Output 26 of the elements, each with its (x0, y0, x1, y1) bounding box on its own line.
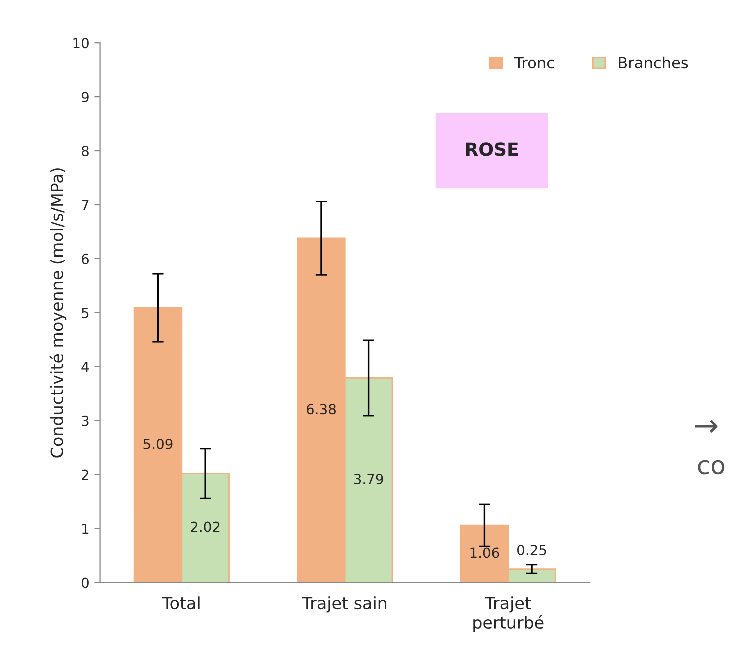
y-axis-title: Conductivité moyenne (mol/s/MPa) (50, 168, 67, 458)
data-label: 0.25 (517, 545, 546, 556)
legend-label: Branches (619, 56, 688, 69)
x-tick-label: Trajet sain (302, 596, 387, 613)
data-label: 2.02 (191, 522, 220, 532)
y-tick-label: 10 (74, 38, 89, 49)
legend-label: Tronc (514, 57, 554, 69)
y-tick-label: 6 (82, 254, 89, 264)
text: → (695, 420, 718, 434)
text: co (698, 460, 725, 475)
data-label: 3.79 (354, 474, 384, 485)
x-tick-label: Trajet perturbé (474, 596, 544, 632)
y-tick-label: 3 (82, 416, 89, 426)
y-tick-label: 2 (82, 470, 88, 480)
y-tick-label: 1 (82, 524, 89, 534)
data-label: 1.06 (470, 548, 500, 558)
data-label: 5.09 (144, 438, 173, 450)
y-tick-label: 7 (82, 200, 89, 210)
y-tick-label: 8 (82, 146, 89, 157)
annotation: ROSE (466, 142, 518, 156)
y-tick-label: 0 (82, 578, 89, 588)
y-tick-label: 5 (82, 308, 89, 318)
y-tick-label: 9 (82, 92, 89, 103)
y-tick-label: 4 (82, 362, 90, 372)
x-tick-label: Total (162, 596, 200, 610)
data-label: 6.38 (306, 404, 336, 415)
